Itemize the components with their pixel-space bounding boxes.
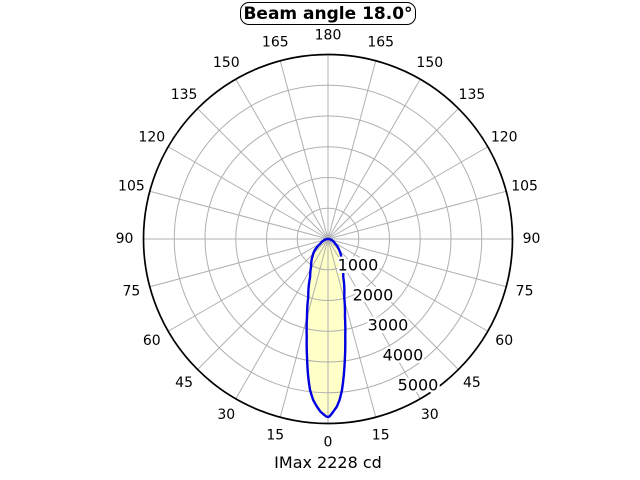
angle-tick-label: 90: [523, 231, 541, 247]
chart-title: Beam angle 18.0°: [243, 3, 413, 24]
radial-tick-label: 4000: [383, 346, 424, 365]
radial-gridline: [296, 207, 360, 271]
angle-tick-label: 15: [372, 428, 390, 444]
angle-tick-label: 150: [213, 55, 240, 71]
imax-caption: IMax 2228 cd: [274, 453, 382, 472]
angle-tick-label: 75: [516, 284, 534, 300]
angle-tick-label: 45: [175, 375, 193, 391]
angle-tick-label: 0: [324, 435, 333, 451]
angle-tick-label: 75: [122, 284, 140, 300]
angle-tick-label: 165: [262, 34, 289, 50]
radial-tick-label: 5000: [398, 376, 439, 395]
radial-gridline: [173, 84, 483, 394]
angle-tick-label: 165: [367, 34, 394, 50]
angle-tick-label: 60: [495, 333, 513, 349]
radial-gridline: [204, 115, 452, 363]
angle-tick-label: 30: [217, 407, 235, 423]
radial-tick-label: 3000: [368, 316, 409, 335]
angle-tick-label: 15: [266, 428, 284, 444]
angle-tick-label: 90: [116, 231, 134, 247]
angle-tick-label: 120: [491, 129, 518, 145]
radial-gridline: [266, 177, 390, 301]
angle-tick-label: 180: [315, 28, 342, 44]
angle-tick-label: 30: [421, 407, 439, 423]
title-box: Beam angle 18.0°: [240, 2, 416, 25]
angle-tick-label: 150: [416, 55, 443, 71]
angle-tick-label: 60: [143, 333, 161, 349]
radial-tick-label: 2000: [353, 286, 394, 305]
radial-gridline: [235, 146, 421, 332]
angle-tick-label: 105: [118, 178, 145, 194]
angle-tick-label: 105: [511, 178, 538, 194]
beam-lobe-outline: [305, 237, 347, 419]
angle-tick-label: 135: [459, 87, 486, 103]
angle-tick-label: 135: [171, 87, 198, 103]
angle-tick-label: 120: [138, 129, 165, 145]
radial-tick-label: 1000: [338, 256, 379, 275]
outer-ring: [142, 53, 514, 425]
angle-tick-label: 45: [463, 375, 481, 391]
